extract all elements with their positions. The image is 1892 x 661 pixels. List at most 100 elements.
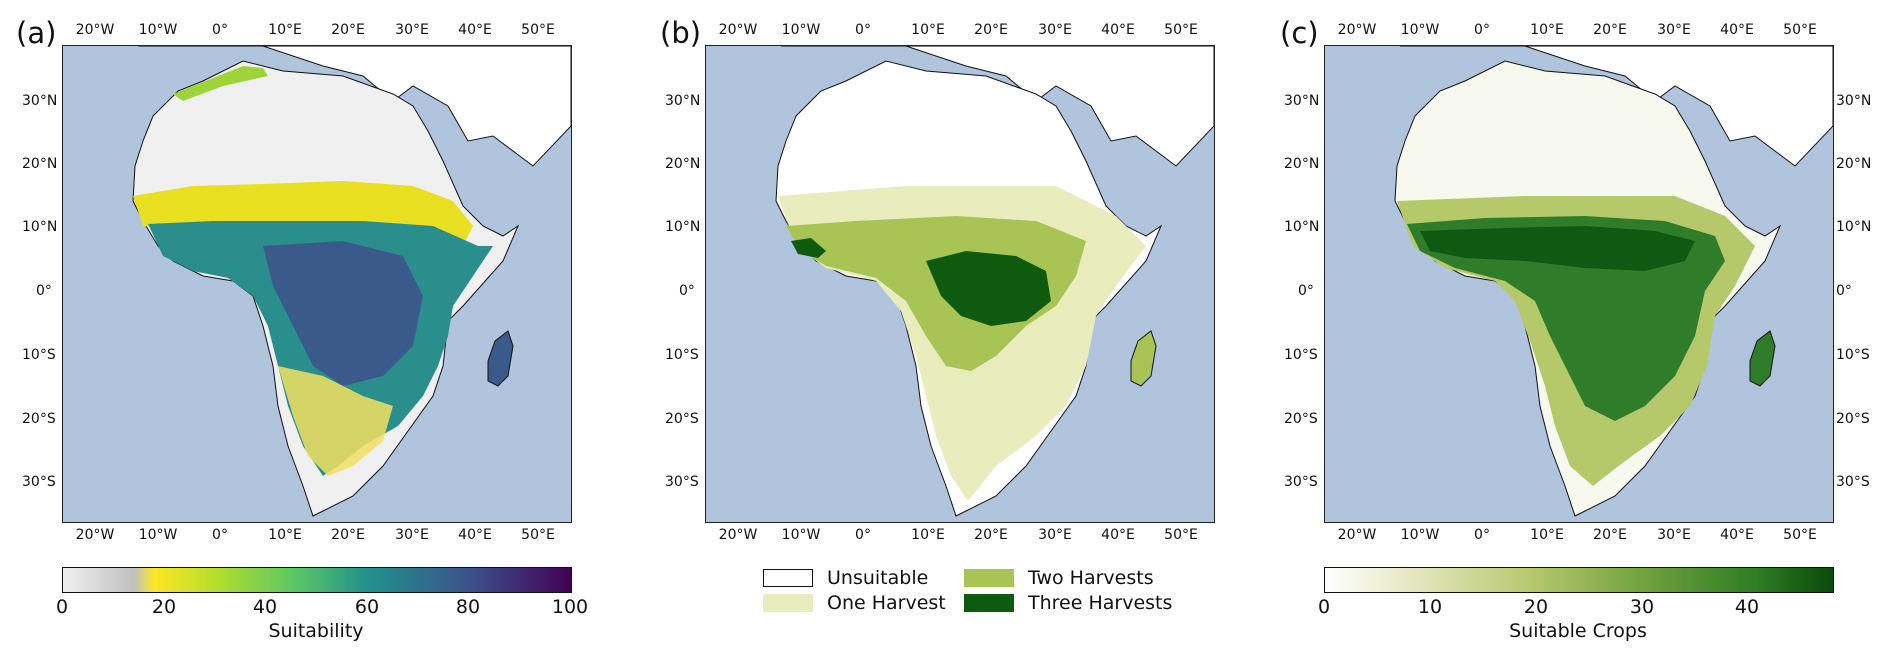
- map-svg: [706, 46, 1214, 522]
- x-tick: 30°E: [1657, 22, 1691, 38]
- colorbar-tick: 30: [1629, 596, 1655, 618]
- y-tick: 30°N: [1284, 93, 1320, 109]
- x-tick: 40°E: [1720, 527, 1754, 543]
- x-tick: 0°: [855, 527, 871, 543]
- eurasia-landmass: [138, 46, 571, 167]
- colorbar-tick: 80: [455, 596, 481, 618]
- x-tick: 20°W: [75, 527, 115, 543]
- colorbar-tick: 0: [55, 596, 69, 618]
- x-tick: 30°E: [395, 527, 429, 543]
- x-tick: 20°E: [331, 22, 365, 38]
- map-svg: [63, 46, 571, 522]
- y-tick: 20°N: [1284, 156, 1320, 172]
- suitable-crops-colorbar: [1324, 567, 1834, 593]
- y-tick: 20°S: [1284, 411, 1318, 427]
- deep-region: [263, 241, 423, 386]
- x-tick: 20°W: [1337, 527, 1377, 543]
- madagascar: [1749, 330, 1776, 387]
- y-tick: 10°S: [1284, 347, 1318, 363]
- x-tick: 50°E: [1783, 527, 1817, 543]
- x-tick: 40°E: [458, 22, 492, 38]
- x-tick: 30°E: [395, 22, 429, 38]
- legend-item-two-harvests: Two Harvests: [964, 567, 1154, 589]
- x-tick: 20°W: [718, 527, 758, 543]
- suitable-crops-map: [1324, 45, 1834, 523]
- suitability-map: [62, 45, 572, 523]
- legend-swatch: [763, 594, 813, 612]
- x-tick: 20°W: [1337, 22, 1377, 38]
- colorbar-tick: 10: [1417, 596, 1443, 618]
- x-tick: 50°E: [521, 22, 555, 38]
- y-tick: 10°S: [1836, 347, 1870, 363]
- y-tick: 30°N: [22, 93, 58, 109]
- x-tick: 10°W: [781, 527, 821, 543]
- legend-swatch: [763, 569, 813, 587]
- legend-item-unsuitable: Unsuitable: [763, 567, 928, 589]
- colorbar-label: Suitable Crops: [1509, 620, 1647, 642]
- panel-a: (a) 20°W 10°W 0° 10°E 20°E 30°E 40°E 50°…: [0, 0, 620, 661]
- x-tick: 10°W: [1400, 527, 1440, 543]
- y-tick: 30°S: [1284, 474, 1318, 490]
- x-tick: 30°E: [1038, 527, 1072, 543]
- colorbar-label: Suitability: [268, 620, 364, 642]
- x-tick: 10°E: [911, 527, 945, 543]
- colorbar-tick: 60: [354, 596, 380, 618]
- x-tick: 30°E: [1038, 22, 1072, 38]
- legend-item-three-harvests: Three Harvests: [964, 592, 1172, 614]
- x-tick: 40°E: [1720, 22, 1754, 38]
- x-tick: 0°: [855, 22, 871, 38]
- y-tick: 0°: [36, 283, 52, 299]
- x-tick: 50°E: [521, 527, 555, 543]
- y-tick: 20°S: [665, 411, 699, 427]
- x-tick: 20°E: [974, 527, 1008, 543]
- legend-swatch: [964, 594, 1014, 612]
- y-tick: 20°S: [1836, 411, 1870, 427]
- x-tick: 10°E: [268, 527, 302, 543]
- x-tick: 20°E: [1593, 527, 1627, 543]
- suitability-colorbar: [62, 567, 572, 593]
- x-tick: 10°W: [138, 527, 178, 543]
- three-harvest-west: [791, 238, 826, 258]
- eurasia-landmass: [781, 46, 1214, 167]
- panel-label: (c): [1280, 16, 1319, 50]
- colorbar-tick: 20: [1523, 596, 1549, 618]
- x-tick: 40°E: [1101, 527, 1135, 543]
- colorbar-tick: 0: [1317, 596, 1331, 618]
- x-tick: 0°: [1474, 22, 1490, 38]
- three-harvest-region: [926, 251, 1051, 326]
- x-tick: 30°E: [1657, 527, 1691, 543]
- panel-b: (b) 20°W 10°W 0° 10°E 20°E 30°E 40°E 50°…: [643, 0, 1263, 661]
- legend-label: Two Harvests: [1028, 567, 1154, 589]
- x-tick: 50°E: [1783, 22, 1817, 38]
- map-svg: [1325, 46, 1833, 522]
- y-tick: 10°N: [665, 219, 701, 235]
- x-tick: 20°W: [718, 22, 758, 38]
- eurasia-landmass: [1400, 46, 1833, 167]
- legend-label: Three Harvests: [1028, 592, 1173, 614]
- y-tick: 10°S: [22, 347, 56, 363]
- panel-label: (b): [660, 16, 702, 50]
- y-tick: 20°N: [22, 156, 58, 172]
- y-tick: 20°S: [22, 411, 56, 427]
- very-high-region: [1420, 226, 1695, 271]
- x-tick: 20°W: [75, 22, 115, 38]
- y-tick: 30°S: [665, 474, 699, 490]
- y-tick: 30°S: [1836, 474, 1870, 490]
- madagascar: [1130, 330, 1157, 387]
- legend-label: One Harvest: [827, 592, 946, 614]
- x-tick: 50°E: [1164, 22, 1198, 38]
- legend-item-one-harvest: One Harvest: [763, 592, 946, 614]
- southern-yellow: [278, 366, 393, 476]
- colorbar-tick: 100: [551, 596, 589, 618]
- x-tick: 20°E: [1593, 22, 1627, 38]
- sahel-band: [133, 181, 473, 246]
- y-tick: 30°N: [665, 93, 701, 109]
- y-tick: 0°: [1836, 283, 1852, 299]
- x-tick: 10°W: [781, 22, 821, 38]
- x-tick: 20°E: [974, 22, 1008, 38]
- y-tick: 10°N: [1836, 219, 1872, 235]
- x-tick: 10°E: [1530, 527, 1564, 543]
- y-tick: 10°N: [22, 219, 58, 235]
- x-tick: 50°E: [1164, 527, 1198, 543]
- legend-swatch: [964, 569, 1014, 587]
